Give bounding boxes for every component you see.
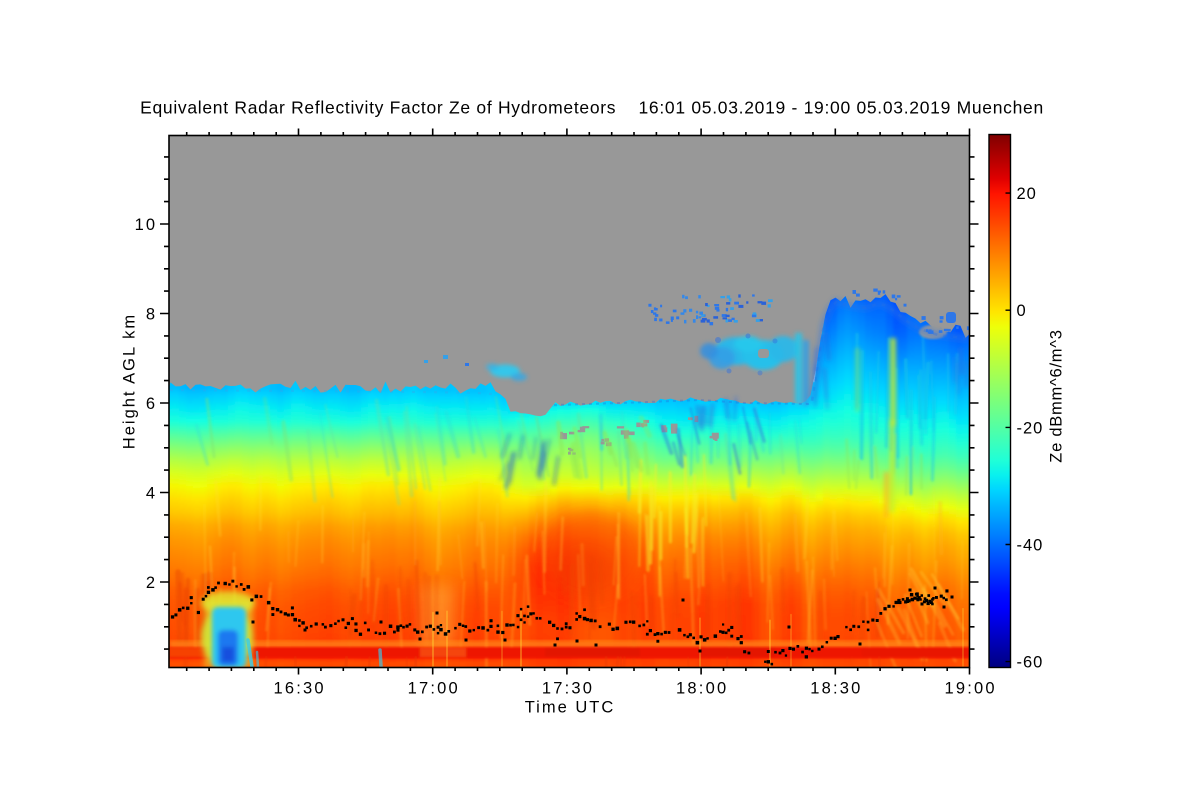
svg-text:Height AGL km: Height AGL km <box>121 313 139 449</box>
svg-text:Ze dBmm^6/m^3: Ze dBmm^6/m^3 <box>1048 329 1066 462</box>
svg-text:17:30: 17:30 <box>542 679 594 697</box>
svg-text:17:00: 17:00 <box>408 679 460 697</box>
svg-text:6: 6 <box>146 395 157 413</box>
svg-text:-40: -40 <box>1017 537 1044 555</box>
svg-text:Equivalent Radar Reflectivity: Equivalent Radar Reflectivity Factor Ze … <box>140 98 1044 118</box>
svg-text:0: 0 <box>1017 302 1027 320</box>
svg-text:16:30: 16:30 <box>273 679 325 697</box>
svg-text:Time UTC: Time UTC <box>525 698 616 716</box>
svg-text:10: 10 <box>135 216 157 234</box>
svg-text:18:30: 18:30 <box>810 679 862 697</box>
svg-text:8: 8 <box>146 306 157 324</box>
svg-text:2: 2 <box>146 574 157 592</box>
svg-text:20: 20 <box>1017 185 1037 203</box>
svg-text:-20: -20 <box>1017 419 1044 437</box>
svg-text:19:00: 19:00 <box>944 679 996 697</box>
svg-text:4: 4 <box>146 485 157 503</box>
svg-text:-60: -60 <box>1017 654 1044 672</box>
svg-text:18:00: 18:00 <box>676 679 728 697</box>
